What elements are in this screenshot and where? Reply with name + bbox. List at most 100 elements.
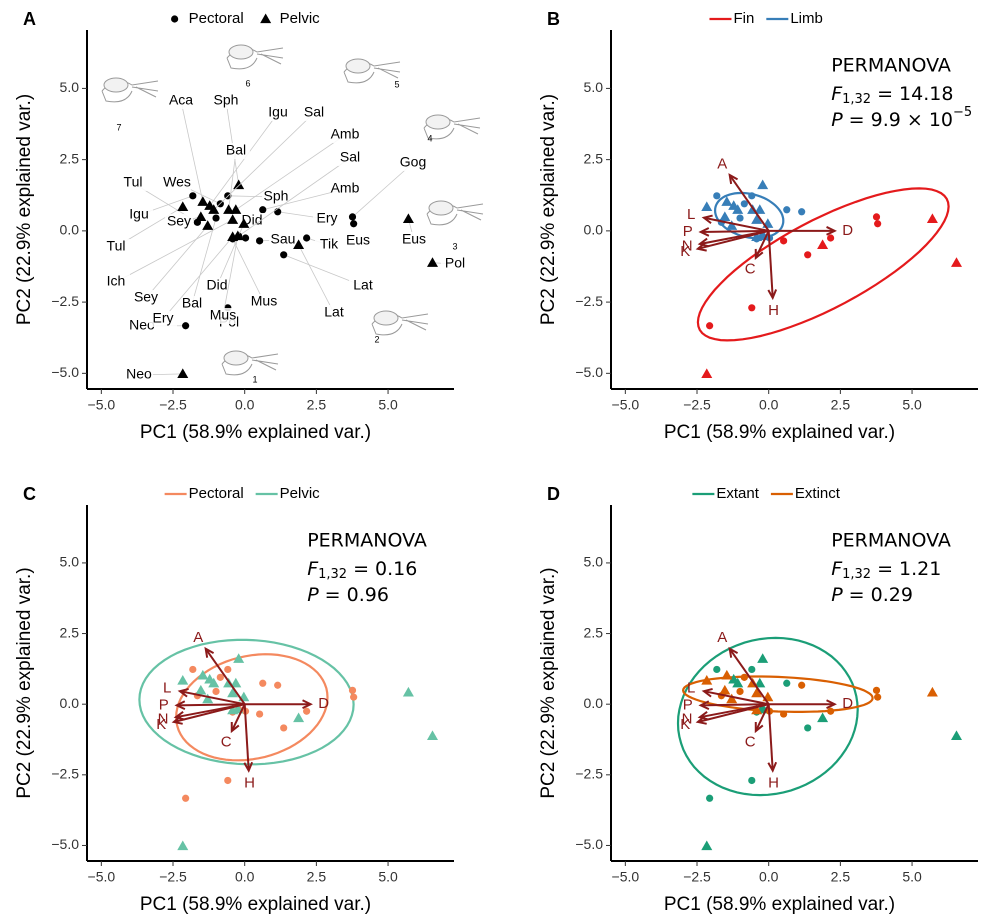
bone-sketch bbox=[228, 44, 254, 60]
y-tick-label: 0.0 bbox=[584, 222, 604, 238]
loading-label: A bbox=[717, 629, 727, 646]
label-bg bbox=[149, 311, 177, 327]
point-label: Sal bbox=[304, 104, 324, 120]
y-tick-label: −2.5 bbox=[51, 293, 79, 309]
loading-label: P bbox=[159, 697, 169, 714]
loading-arrow bbox=[728, 173, 770, 232]
legend-label: Extinct bbox=[795, 485, 841, 502]
point bbox=[224, 776, 232, 785]
label-bg bbox=[165, 214, 193, 230]
point-label: Sph bbox=[264, 188, 289, 204]
figure-label: 4 bbox=[427, 133, 432, 143]
point-label: Did bbox=[206, 277, 227, 293]
loading-label: K bbox=[680, 243, 690, 260]
point-label: Tik bbox=[320, 236, 339, 252]
leader-line bbox=[235, 134, 346, 211]
y-tick-label: −2.5 bbox=[575, 766, 603, 782]
point bbox=[701, 840, 713, 851]
permanova-p: P = 0.96 bbox=[307, 584, 389, 606]
arrow-shaft bbox=[703, 690, 769, 706]
point bbox=[280, 251, 288, 259]
label-bg bbox=[349, 278, 377, 294]
legend-label: Pelvic bbox=[280, 485, 321, 502]
y-axis-title: PC2 (22.9% explained var.) bbox=[538, 567, 559, 798]
point bbox=[706, 322, 714, 330]
p-symbol: P bbox=[307, 584, 319, 606]
point-label: Tul bbox=[124, 174, 143, 190]
x-tick-label: 0.0 bbox=[235, 869, 255, 885]
panel-letter: C bbox=[23, 484, 36, 504]
point bbox=[804, 251, 812, 259]
legend: Pectoral Pelvic bbox=[164, 485, 321, 502]
arrow-shaft bbox=[767, 230, 774, 298]
x-tick-label: 5.0 bbox=[902, 869, 922, 885]
legend-label: Pectoral bbox=[189, 10, 244, 27]
bone-sketch bbox=[373, 310, 399, 326]
f-symbol: F bbox=[307, 558, 319, 580]
permanova-p: P = 0.29 bbox=[831, 584, 913, 606]
point bbox=[348, 213, 357, 221]
point bbox=[195, 211, 207, 222]
point bbox=[182, 322, 190, 330]
label-bg bbox=[300, 105, 328, 121]
label-bg bbox=[163, 175, 191, 191]
arrow-head bbox=[728, 173, 739, 185]
point bbox=[426, 730, 438, 740]
loading-label: D bbox=[318, 695, 329, 712]
leader-line bbox=[232, 238, 265, 303]
x-tick-label: −2.5 bbox=[683, 397, 711, 413]
y-axis-title: PC2 (22.9% explained var.) bbox=[14, 94, 35, 325]
point bbox=[177, 201, 189, 212]
loading-arrow bbox=[177, 687, 245, 706]
x-tick-label: 2.5 bbox=[307, 397, 327, 413]
x-axis-title: PC1 (58.9% explained var.) bbox=[140, 894, 371, 915]
point-label: Sey bbox=[167, 213, 191, 229]
legend-label: Pelvic bbox=[280, 10, 321, 27]
arrow-shaft bbox=[176, 703, 245, 707]
point bbox=[827, 234, 835, 242]
x-tick-label: −5.0 bbox=[88, 397, 116, 413]
loading-label: H bbox=[768, 302, 779, 319]
arrow-head bbox=[243, 761, 254, 773]
point bbox=[256, 237, 264, 245]
arrow-head bbox=[204, 646, 215, 658]
x-tick-label: −5.0 bbox=[88, 869, 116, 885]
y-tick-label: −5.0 bbox=[575, 836, 603, 852]
bone-sketch bbox=[223, 350, 249, 366]
loading-label: C bbox=[221, 734, 232, 751]
permanova-p: P = 9.9 × 10−5 bbox=[831, 105, 972, 131]
arrow-head bbox=[701, 687, 713, 698]
arrow-head bbox=[177, 687, 189, 698]
leader-line bbox=[115, 219, 233, 283]
arrow-shaft bbox=[700, 229, 769, 234]
leader-line bbox=[145, 225, 209, 299]
loading-arrow bbox=[754, 703, 770, 734]
arrow-head bbox=[697, 711, 709, 721]
arrow-head bbox=[826, 226, 837, 236]
point bbox=[202, 693, 214, 704]
label-bg bbox=[250, 294, 278, 310]
loading-label: P bbox=[683, 697, 693, 714]
point bbox=[227, 231, 239, 241]
bone-sketch bbox=[345, 58, 371, 74]
point-label: Gog bbox=[400, 154, 426, 170]
panel: B −5.0 −2.5 0.0 2.5 5.0 −5.0 −2.5 0.0 2.5 5.0 PC1 (… bbox=[538, 9, 978, 443]
x-tick-label: 5.0 bbox=[902, 397, 922, 413]
point bbox=[227, 687, 239, 698]
point bbox=[238, 218, 250, 228]
point bbox=[189, 192, 197, 200]
point bbox=[713, 192, 721, 200]
point-label: Ery bbox=[153, 310, 174, 326]
arrow-shaft bbox=[728, 648, 770, 705]
leader-line bbox=[222, 235, 239, 317]
arrow-head bbox=[230, 722, 240, 734]
point bbox=[926, 213, 938, 224]
point bbox=[719, 211, 731, 222]
point bbox=[227, 214, 239, 224]
loading-label: C bbox=[745, 734, 756, 751]
loading-arrow bbox=[697, 229, 769, 248]
figure-label: 3 bbox=[452, 241, 457, 251]
point-label: Aca bbox=[169, 92, 193, 108]
arrow-shaft bbox=[243, 704, 250, 771]
point bbox=[719, 684, 731, 695]
